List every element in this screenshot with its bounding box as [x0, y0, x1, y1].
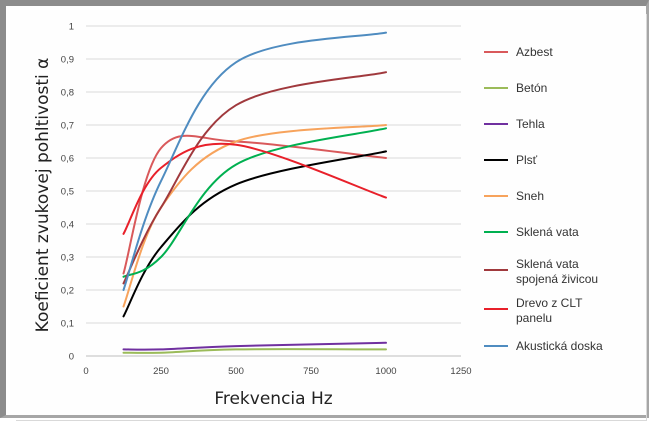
x-tick-label-2: 500: [228, 366, 244, 377]
y-tick-label-6: 0,6: [61, 154, 74, 165]
y-tick-label-1: 0,1: [61, 319, 74, 330]
legend-label-line: spojená živicou: [516, 272, 598, 286]
legend-label-line: Drevo z CLT: [516, 296, 583, 310]
y-tick-label-4: 0,4: [61, 220, 74, 231]
y-tick-label-8: 0,8: [61, 88, 74, 99]
series-line-beton: [122, 348, 387, 354]
legend-label-akusticka-doska: Akustická doska: [516, 339, 603, 353]
axes: 0 0,1 0,2 0,3 0,4 0,5 0,6 0,7 0,8 0,9 1 0 250 500 750 1…: [61, 22, 472, 378]
series-line-sklena-vata-spojena-zivicou: [122, 71, 387, 285]
x-axis-label: Frekvencia Hz: [214, 389, 332, 409]
y-tick-label-7: 0,7: [61, 121, 74, 132]
series-line-sneh: [122, 124, 387, 308]
series-line-tehla: [122, 341, 387, 351]
x-tick-label-3: 750: [303, 366, 319, 377]
series-lines: [122, 31, 387, 354]
x-tick-label-1: 250: [153, 366, 169, 377]
y-tick-label-2: 0,2: [61, 286, 74, 297]
series-line-akusticka-doska: [122, 31, 387, 291]
series-line-drevo-z-clt-panelu: [122, 142, 387, 235]
series-line-azbest: [122, 134, 387, 275]
legend-label-tehla: Tehla: [516, 117, 545, 131]
legend-label-plst: Plsť: [516, 153, 538, 167]
series-line-sklena-vata: [122, 127, 387, 278]
y-tick-label-10: 1: [69, 22, 74, 33]
x-tick-label-0: 0: [83, 366, 88, 377]
gridlines: [86, 25, 461, 324]
y-tick-label-5: 0,5: [61, 187, 74, 198]
y-tick-label-0: 0: [69, 352, 74, 363]
legend-label-line: Sklená vata: [516, 257, 579, 271]
x-tick-label-5: 1250: [450, 366, 471, 377]
y-tick-label-3: 0,3: [61, 253, 74, 264]
series-line-plst: [122, 150, 387, 318]
y-tick-label-9: 0,9: [61, 55, 74, 66]
legend-label-line: panelu: [516, 311, 552, 325]
y-axis-label: Koeficient zvukovej pohltivosti α: [33, 58, 53, 333]
x-tick-label-4: 1000: [375, 366, 396, 377]
legend-label-sklena-vata-spojena-zivicou: Sklená vata spojená živicou: [516, 257, 598, 286]
legend-label-drevo-z-clt-panelu: Drevo z CLT panelu: [516, 296, 583, 325]
legend-label-sneh: Sneh: [516, 189, 544, 203]
legend-label-azbest: Azbest: [516, 45, 553, 59]
legend-label-sklena-vata: Sklená vata: [516, 225, 579, 239]
legend-label-beton: Betón: [516, 81, 547, 95]
